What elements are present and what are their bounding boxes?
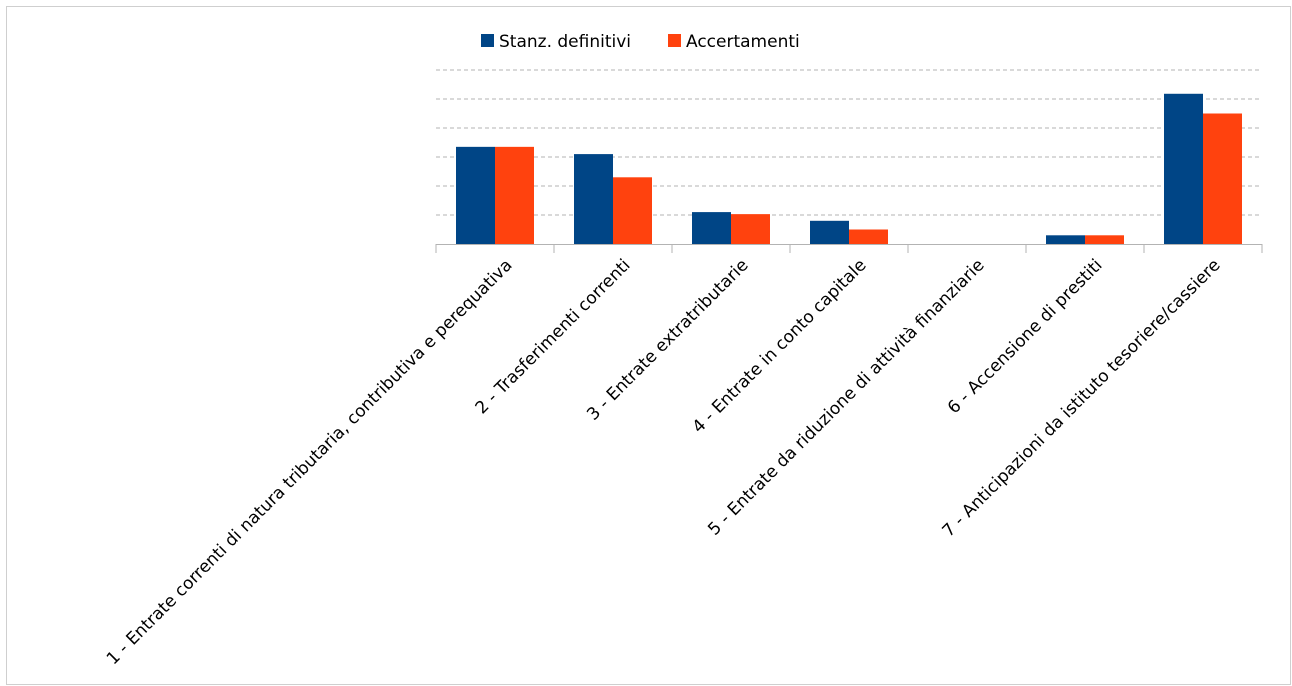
chart-frame xyxy=(6,6,1291,685)
bar-accertamenti-2 xyxy=(613,177,652,244)
category-label: 5 - Entrate da riduzione di attività fin… xyxy=(704,255,988,539)
category-label: 1 - Entrate correnti di natura tributari… xyxy=(103,255,517,669)
bar-stanz-definitivi-1 xyxy=(456,146,495,244)
bar-accertamenti-3 xyxy=(731,214,770,244)
bar-accertamenti-6 xyxy=(1085,235,1124,244)
bar-accertamenti-1 xyxy=(495,146,534,244)
bar-stanz-definitivi-3 xyxy=(692,212,731,244)
x-axis xyxy=(435,244,1263,253)
bar-accertamenti-7 xyxy=(1203,113,1242,244)
legend-label-accertamenti: Accertamenti xyxy=(686,32,800,52)
bar-stanz-definitivi-6 xyxy=(1046,235,1085,244)
legend-swatch-stanz-definitivi xyxy=(481,34,494,47)
bar-stanz-definitivi-2 xyxy=(574,154,613,244)
bar-accertamenti-4 xyxy=(849,229,888,244)
gridlines xyxy=(436,69,1262,216)
bar-stanz-definitivi-7 xyxy=(1164,93,1203,244)
bars xyxy=(456,93,1242,244)
legend: Stanz. definitivi Accertamenti xyxy=(481,32,800,52)
category-label: 7 - Anticipazioni da istituto tesoriere/… xyxy=(939,255,1225,541)
bar-stanz-definitivi-4 xyxy=(810,220,849,244)
legend-swatch-accertamenti xyxy=(668,34,681,47)
category-labels: 1 - Entrate correnti di natura tributari… xyxy=(103,255,1225,669)
legend-label-stanz-definitivi: Stanz. definitivi xyxy=(499,32,631,52)
